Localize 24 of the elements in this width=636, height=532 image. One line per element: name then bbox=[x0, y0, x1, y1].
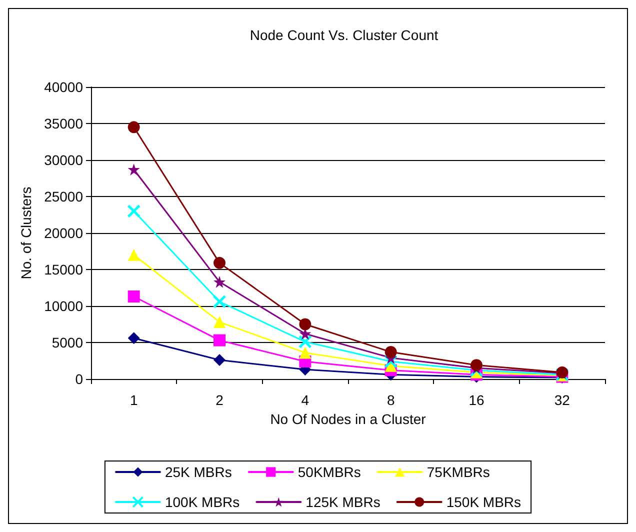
y-tick-label: 20000 bbox=[44, 225, 84, 241]
x-tick-label: 8 bbox=[386, 392, 395, 408]
y-tick-label: 10000 bbox=[44, 298, 84, 314]
y-tick-label: 30000 bbox=[44, 152, 84, 168]
legend-label: 150K MBRs bbox=[446, 494, 522, 510]
y-tick-label: 5000 bbox=[52, 334, 84, 350]
legend-label: 125K MBRs bbox=[306, 494, 380, 510]
legend-label: 100K MBRs bbox=[164, 494, 240, 510]
x-tick-label: 4 bbox=[301, 392, 310, 408]
y-tick-label: 40000 bbox=[44, 79, 84, 95]
x-tick-label: 32 bbox=[554, 392, 570, 408]
y-tick-label: 15000 bbox=[44, 262, 84, 278]
y-tick-label: 0 bbox=[75, 371, 84, 387]
y-axis-title: No. of Clusters bbox=[18, 186, 34, 280]
x-tick-label: 1 bbox=[130, 392, 138, 408]
x-tick-label: 16 bbox=[468, 392, 484, 408]
legend-label: 50KMBRs bbox=[298, 464, 361, 480]
legend-label: 75KMBRs bbox=[426, 464, 490, 480]
y-tick-label: 35000 bbox=[44, 116, 84, 132]
x-axis-title: No Of Nodes in a Cluster bbox=[270, 410, 426, 427]
legend-label: 25K MBRs bbox=[164, 464, 232, 480]
chart-title: Node Count Vs. Cluster Count bbox=[250, 27, 438, 43]
y-tick-label: 25000 bbox=[44, 188, 84, 204]
x-tick-label: 2 bbox=[216, 392, 224, 408]
